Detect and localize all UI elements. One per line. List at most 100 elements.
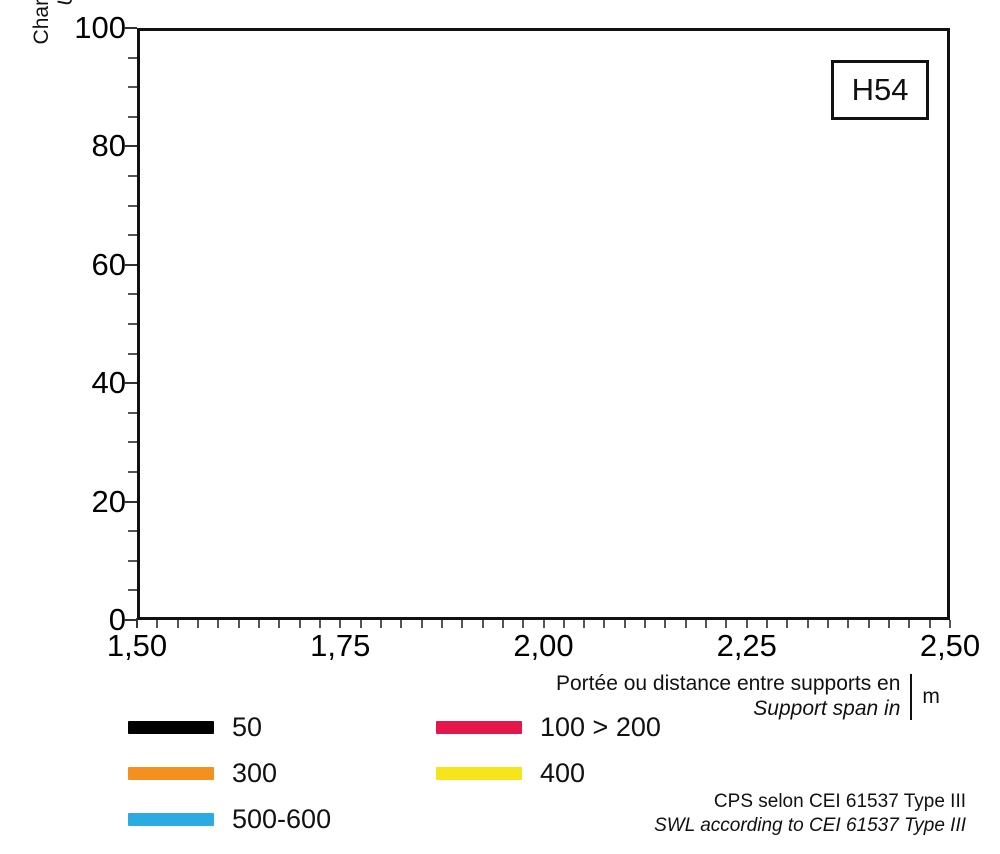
- x-minor-tick: [440, 620, 443, 628]
- x-minor-tick: [156, 620, 159, 628]
- y-minor-tick: [128, 204, 137, 207]
- x-axis-title: Portée ou distance entre supports en Sup…: [556, 672, 940, 722]
- x-tick-label: 1,50: [106, 628, 168, 663]
- x-minor-tick: [481, 620, 484, 628]
- x-minor-tick: [196, 620, 199, 628]
- y-minor-tick: [128, 530, 137, 533]
- x-minor-tick: [562, 620, 565, 628]
- y-minor-tick: [128, 441, 137, 444]
- y-major-tick: [124, 500, 137, 503]
- y-minor-tick: [128, 115, 137, 118]
- y-minor-tick: [128, 293, 137, 296]
- y-major-tick: [124, 382, 137, 385]
- legend-item[interactable]: 400: [436, 758, 585, 789]
- y-minor-tick: [128, 86, 137, 89]
- legend-item[interactable]: 50: [128, 712, 262, 743]
- y-major-tick: [124, 145, 137, 148]
- x-minor-tick: [928, 620, 931, 628]
- x-minor-tick: [359, 620, 362, 628]
- legend-color-swatch: [128, 721, 214, 734]
- legend-item-label: 50: [232, 712, 263, 742]
- y-tick-label: 20: [91, 483, 126, 519]
- x-minor-tick: [684, 620, 687, 628]
- y-minor-tick: [128, 234, 137, 237]
- x-minor-tick: [339, 620, 342, 628]
- x-axis-ticks: 1,50 1,75 2,00 2,25 2,50: [107, 618, 980, 672]
- y-minor-tick: [128, 175, 137, 177]
- footnote-fr: CPS selon CEI 61537 Type III: [713, 791, 966, 812]
- y-major-tick: [124, 619, 137, 621]
- legend-color-swatch: [436, 721, 522, 734]
- legend-color-swatch: [436, 767, 522, 780]
- x-minor-tick: [400, 620, 403, 628]
- plot-area: H54: [137, 28, 950, 620]
- x-tick-label: 2,25: [716, 628, 777, 663]
- chart-annotation-label: H54: [851, 72, 909, 107]
- legend-color-swatch: [128, 813, 214, 826]
- x-minor-tick: [257, 620, 260, 628]
- y-tick-label: 60: [91, 246, 126, 282]
- x-tick-label: 2,50: [919, 628, 981, 663]
- y-axis-title-en: Uniformely distributed load in: [54, 0, 78, 6]
- x-tick-label: 1,75: [310, 628, 371, 663]
- x-minor-tick: [318, 620, 321, 628]
- legend-color-swatch: [128, 767, 214, 780]
- x-minor-tick: [664, 620, 667, 628]
- x-minor-tick: [806, 620, 809, 628]
- x-minor-tick: [420, 620, 423, 628]
- x-minor-tick: [379, 620, 382, 628]
- x-minor-tick: [237, 620, 240, 628]
- y-minor-tick: [128, 352, 137, 355]
- y-axis-ticks: 0 20 40 60 80 100: [58, 10, 126, 637]
- y-axis-title-fr: Charge uniformément répartie en: [30, 0, 54, 44]
- legend-item[interactable]: 100 > 200: [436, 712, 661, 743]
- x-minor-tick: [217, 620, 220, 628]
- x-minor-tick: [908, 620, 911, 628]
- y-minor-tick: [128, 559, 137, 562]
- x-axis-unit-divider: [910, 673, 913, 720]
- x-minor-tick: [766, 620, 769, 628]
- legend-item-label: 500-600: [232, 804, 332, 834]
- footnote-en: SWL according to CEI 61537 Type III: [654, 814, 966, 836]
- chart-annotation-badge: H54: [831, 60, 929, 120]
- x-minor-tick: [847, 620, 850, 628]
- x-axis-unit: m: [922, 684, 940, 708]
- legend-item[interactable]: 300: [128, 758, 277, 789]
- y-minor-tick: [128, 471, 137, 473]
- plot-frame: [137, 28, 950, 620]
- x-minor-tick: [278, 620, 281, 628]
- x-minor-tick: [888, 620, 891, 628]
- y-major-tick: [124, 27, 137, 29]
- y-minor-tick: [128, 589, 137, 592]
- y-tick-label: 100: [74, 10, 126, 45]
- x-minor-tick: [786, 620, 789, 628]
- x-axis-title-fr: Portée ou distance entre supports en: [556, 672, 901, 695]
- x-minor-tick: [725, 620, 728, 628]
- x-minor-tick: [501, 620, 504, 628]
- x-minor-tick: [522, 620, 525, 628]
- legend-item-label: 100 > 200: [540, 712, 661, 742]
- y-tick-label: 40: [91, 365, 126, 401]
- x-minor-tick: [949, 620, 951, 628]
- x-minor-tick: [705, 620, 708, 628]
- legend-item-label: 300: [232, 758, 278, 788]
- x-axis-title-text: Portée ou distance entre supports en Sup…: [556, 672, 900, 722]
- legend-item-label: 400: [540, 758, 586, 788]
- y-tick-label: 0: [108, 602, 126, 637]
- x-minor-tick: [583, 620, 586, 628]
- x-major-tick: [136, 618, 138, 628]
- x-minor-tick: [603, 620, 606, 628]
- x-minor-tick: [176, 620, 179, 628]
- y-minor-tick: [128, 323, 137, 325]
- x-minor-tick: [867, 620, 870, 628]
- x-minor-tick: [745, 620, 748, 628]
- y-minor-tick: [128, 411, 137, 414]
- y-tick-label: 80: [91, 128, 126, 164]
- legend-item[interactable]: 500-600: [128, 804, 331, 835]
- x-minor-tick: [644, 620, 647, 628]
- chart-footnote: CPS selon CEI 61537 Type III SWL accordi…: [654, 790, 966, 838]
- x-axis-title-en: Support span in: [753, 696, 901, 720]
- x-minor-tick: [542, 620, 545, 628]
- x-minor-tick: [623, 620, 626, 628]
